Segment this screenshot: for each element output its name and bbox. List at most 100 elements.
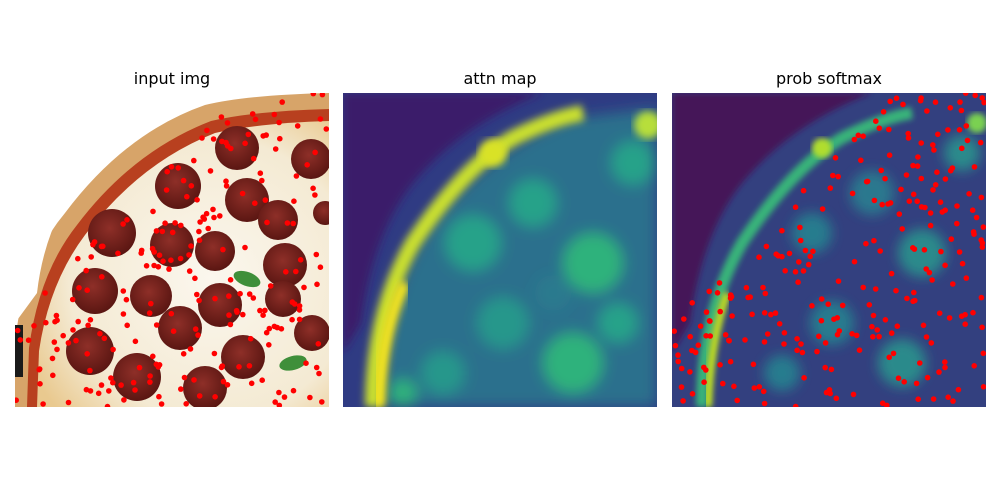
sample-point [695,342,702,348]
sample-point [936,369,942,375]
sample-point [192,275,198,282]
sample-point [184,193,190,200]
sample-point [281,394,288,400]
sample-point [31,323,37,329]
sample-point [675,352,681,358]
sample-point [159,228,166,235]
sample-point [310,185,316,192]
sample-point [768,311,774,318]
sample-point [969,207,976,213]
sample-point [893,95,900,101]
sample-point [942,364,948,371]
sample-point [312,192,318,198]
sample-point [942,262,948,269]
sample-point [264,219,270,226]
sample-point [245,131,252,138]
sample-point [851,136,858,143]
sample-point [776,321,783,327]
sample-point [283,269,289,275]
sample-point [888,330,895,336]
sample-point [65,399,72,406]
sample-point [143,263,150,269]
sample-point [826,387,833,393]
sample-point [717,362,723,368]
sample-point [926,269,933,276]
sample-point [315,341,322,347]
sample-point [257,170,264,176]
sample-point [138,247,145,254]
sample-point [42,290,48,296]
sample-point [242,244,248,251]
sample-point [888,270,895,277]
sample-point [858,157,864,164]
sample-point [807,253,813,260]
sample-point [980,350,986,357]
sample-point [271,111,278,118]
sample-point [175,165,181,171]
sample-point [260,312,266,318]
sample-point [905,135,912,141]
sample-point [319,93,326,98]
sample-point [314,281,320,288]
sample-point [945,394,951,401]
sample-point [110,379,116,386]
sample-point [929,277,935,283]
sample-point [168,164,175,170]
sample-point [915,396,921,403]
sample-point [906,198,913,204]
sample-point [764,331,771,337]
sample-point [930,396,937,402]
sample-point [183,401,189,407]
sample-point [887,98,893,105]
sample-point [743,284,750,291]
sample-point [164,168,170,175]
sample-point [212,394,218,400]
sample-point [132,387,138,393]
sample-point [962,93,969,96]
sample-point [972,93,978,99]
sample-point [83,267,89,274]
sample-point [959,260,966,267]
sample-point [317,116,324,122]
sample-point [930,187,936,193]
sample-point [750,361,757,368]
sample-point [150,353,156,360]
sample-point [860,133,866,139]
sample-point [120,221,126,227]
sample-point [835,278,842,284]
sample-point [250,295,257,301]
sample-point [252,116,259,123]
sample-point [931,147,937,153]
sample-point [962,321,968,327]
sample-point [120,288,127,294]
sample-point [749,311,755,318]
sample-point [304,162,311,168]
sample-point [262,307,268,314]
sample-point [863,240,869,247]
sample-point [831,316,837,322]
sample-point [120,311,127,317]
sample-point [954,220,960,227]
sample-point [187,346,194,352]
sample-point [87,367,93,374]
sample-point [870,334,876,340]
sample-point [879,201,885,208]
sample-point [301,284,307,291]
sample-point [797,237,804,244]
sample-point [970,309,976,316]
panel-title-input: input img [133,69,211,88]
sample-point [181,374,188,381]
sample-point [212,295,218,302]
input-image-panel [15,93,329,407]
sample-point [980,224,986,230]
sample-point [192,326,199,332]
sample-point [188,243,194,249]
sample-point [963,275,970,281]
sample-point [312,149,318,156]
sample-point [935,131,941,138]
sample-point [162,220,168,226]
sample-point [36,366,42,373]
sample-point [971,363,977,369]
sample-point [166,266,172,272]
sample-point [186,268,193,274]
